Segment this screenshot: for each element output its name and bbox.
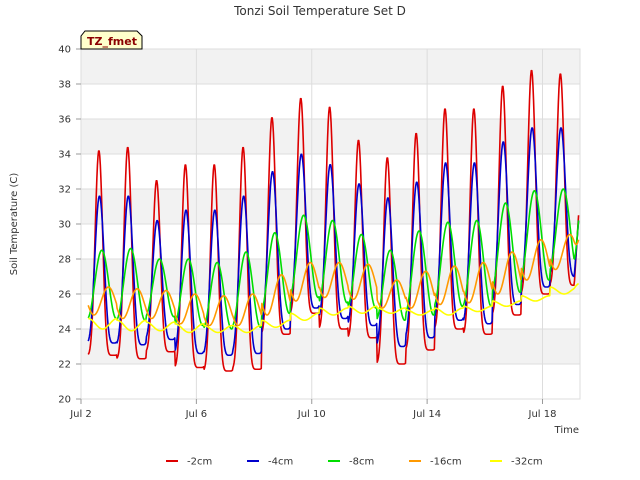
y-tick-label: 22 bbox=[58, 360, 71, 371]
chart-title: Tonzi Soil Temperature Set D bbox=[233, 4, 406, 18]
series-line-16cmcm bbox=[87, 233, 580, 327]
y-tick-label: 38 bbox=[58, 80, 71, 91]
y-tick-label: 32 bbox=[58, 185, 71, 196]
badge-label: TZ_fmet bbox=[87, 35, 137, 48]
y-tick-label: 36 bbox=[58, 115, 71, 126]
x-axis-label: Time bbox=[554, 425, 579, 436]
site-badge: TZ_fmet bbox=[80, 30, 143, 50]
badge-shape bbox=[80, 30, 143, 50]
y-tick-label: 28 bbox=[58, 255, 71, 266]
plot-band bbox=[81, 49, 580, 84]
series-line-4cmcm bbox=[87, 127, 580, 357]
y-tick-label: 24 bbox=[58, 325, 71, 336]
x-tick-label: Jul 2 bbox=[69, 409, 92, 420]
y-axis-label: Soil Temperature (C) bbox=[9, 173, 20, 276]
x-axis-ticks: Jul 2 Jul 6 Jul 10 Jul 14 Jul 18 bbox=[69, 399, 556, 420]
x-tick-label: Jul 6 bbox=[185, 409, 208, 420]
y-tick-label: 26 bbox=[58, 290, 71, 301]
plot-band bbox=[81, 189, 580, 224]
legend-label-8cmcm: -8cm bbox=[349, 457, 374, 468]
legend-label-4cmcm: -4cm bbox=[268, 457, 293, 468]
x-tick-label: Jul 18 bbox=[528, 409, 557, 420]
y-axis-ticks: 20 22 24 26 28 30 32 34 36 38 40 bbox=[58, 45, 81, 406]
series-line-32cmcm bbox=[87, 282, 580, 334]
legend-label-16cmcm: -16cm bbox=[430, 457, 462, 468]
plot-band bbox=[81, 154, 580, 189]
y-tick-label: 34 bbox=[58, 150, 71, 161]
series-line-8cmcm bbox=[87, 188, 580, 330]
y-tick-label: 30 bbox=[58, 220, 71, 231]
legend: -2cm -4cm -8cm -16cm -32cm bbox=[166, 457, 543, 468]
y-tick-label: 20 bbox=[58, 395, 71, 406]
series-lines bbox=[87, 69, 580, 372]
x-tick-label: Jul 10 bbox=[297, 409, 326, 420]
x-tick-label: Jul 14 bbox=[412, 409, 441, 420]
legend-label-2cmcm: -2cm bbox=[187, 457, 212, 468]
plot-band bbox=[81, 329, 580, 364]
y-tick-label: 40 bbox=[58, 45, 71, 56]
legend-label-32cmcm: -32cm bbox=[511, 457, 543, 468]
plot-band bbox=[81, 364, 580, 399]
